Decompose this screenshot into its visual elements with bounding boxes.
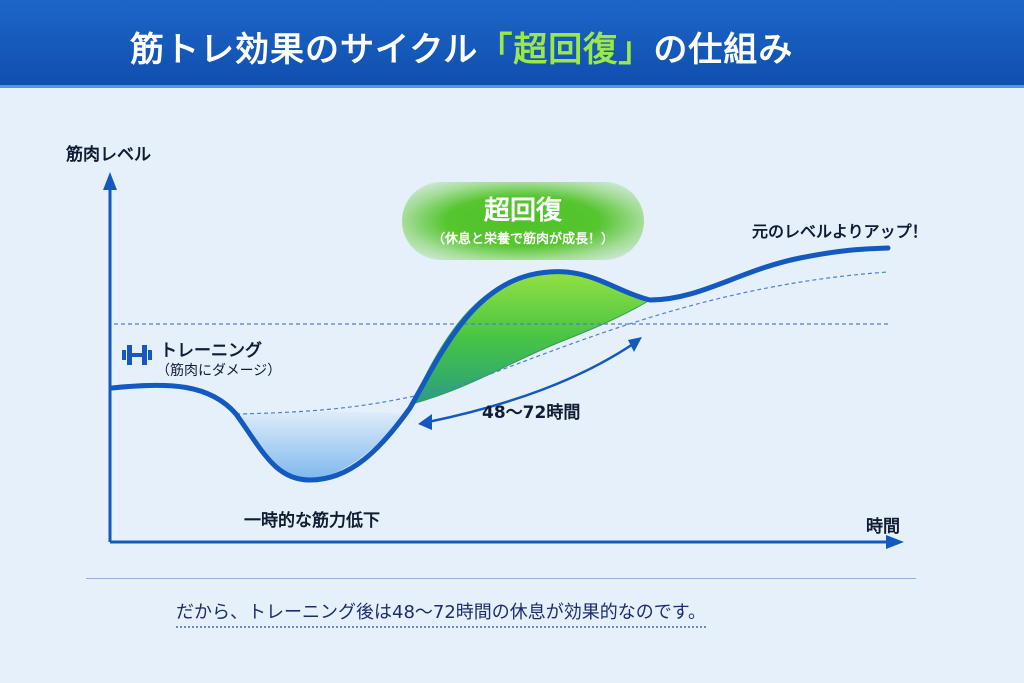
trend-dashed-line [235, 271, 889, 415]
title-prefix: 筋トレ効果のサイクル [130, 30, 479, 70]
x-axis-arrow-icon [886, 535, 904, 549]
dip-area [236, 411, 408, 478]
supercompensation-title: 超回復 [483, 196, 562, 226]
duration-arrow-left-head-icon [418, 414, 432, 430]
duration-label: 48〜72時間 [482, 403, 581, 423]
dumbbell-icon [122, 345, 152, 365]
training-label: トレーニング [160, 341, 262, 361]
duration-arrow [427, 340, 637, 424]
supercompensation-area [411, 272, 652, 405]
y-axis-label: 筋肉レベル [66, 145, 151, 165]
supercompensation-badge: 超回復 （休息と栄養で筋肉が成長！） [402, 182, 644, 260]
header-banner: 筋トレ効果のサイクル「超回復」の仕組み [0, 0, 1024, 88]
supercompensation-subtitle: （休息と栄養で筋肉が成長！） [431, 232, 614, 247]
title-highlight: 「超回復」 [478, 30, 654, 70]
level-up-label: 元のレベルよりアップ！ [752, 222, 928, 241]
title-suffix: の仕組み [653, 30, 794, 70]
muscle-level-curve [109, 245, 891, 483]
divider [86, 578, 916, 579]
footer-note: だから、トレーニング後は48〜72時間の休息が効果的なのです。 [176, 598, 707, 628]
strength-drop-label: 一時的な筋力低下 [244, 511, 380, 531]
y-axis-arrow-icon [103, 172, 117, 190]
training-sublabel: （筋肉にダメージ） [156, 363, 282, 379]
x-axis-label: 時間 [866, 517, 900, 537]
page-title: 筋トレ効果のサイクル「超回復」の仕組み [130, 22, 793, 71]
duration-arrow-right-head-icon [628, 337, 642, 352]
